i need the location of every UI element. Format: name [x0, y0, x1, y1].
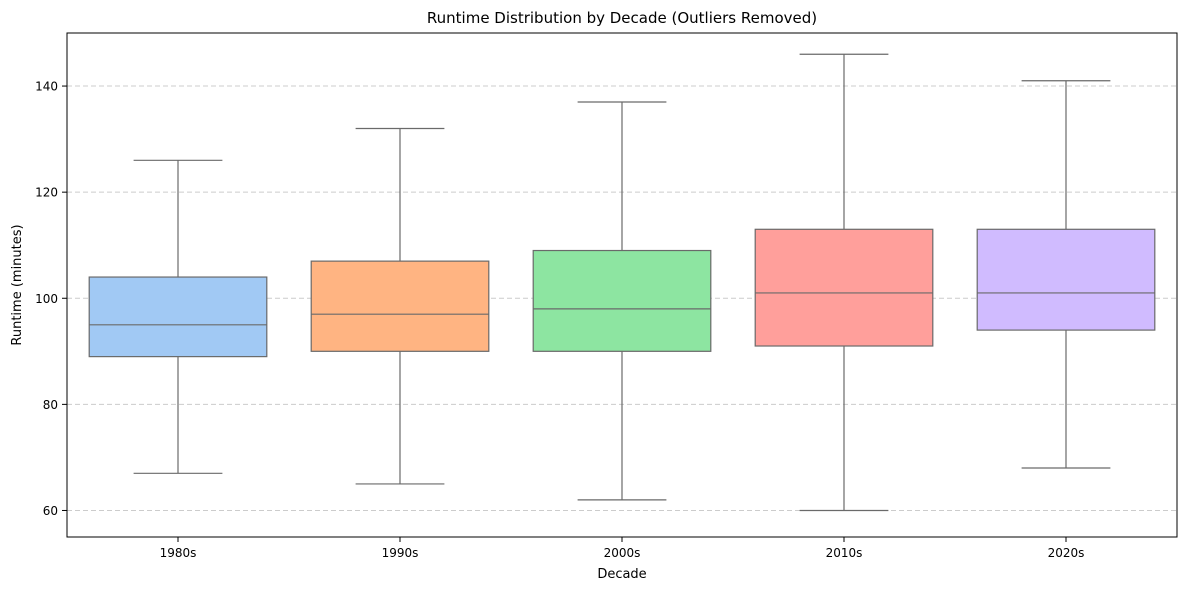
- box-1980s: [88, 159, 268, 474]
- chart-title: Runtime Distribution by Decade (Outliers…: [427, 9, 817, 27]
- y-tick-label: 80: [43, 398, 58, 412]
- y-tick-label: 60: [43, 504, 58, 518]
- y-axis-label: Runtime (minutes): [10, 224, 25, 345]
- iqr-box: [532, 249, 712, 352]
- box-series: [88, 53, 1156, 512]
- y-tick-label: 140: [35, 80, 58, 94]
- y-tick-label: 120: [35, 186, 58, 200]
- x-tick-label: 2020s: [1048, 546, 1085, 560]
- box-2010s: [754, 53, 934, 512]
- iqr-box: [310, 260, 490, 352]
- x-axis-label: Decade: [597, 567, 646, 582]
- box-2000s: [532, 101, 712, 501]
- x-tick-label: 2000s: [604, 546, 641, 560]
- iqr-box: [754, 228, 934, 347]
- x-tick-label: 1990s: [382, 546, 419, 560]
- x-axis-ticks: 1980s 1990s 2000s 2010s 2020s: [160, 537, 1085, 560]
- x-tick-label: 2010s: [826, 546, 863, 560]
- box-2020s: [976, 80, 1156, 469]
- x-tick-label: 1980s: [160, 546, 197, 560]
- box-1990s: [310, 127, 490, 485]
- y-tick-label: 100: [35, 292, 58, 306]
- y-axis-ticks: 60 80 100 120 140: [35, 80, 67, 518]
- iqr-box: [88, 276, 268, 358]
- iqr-box: [976, 228, 1156, 331]
